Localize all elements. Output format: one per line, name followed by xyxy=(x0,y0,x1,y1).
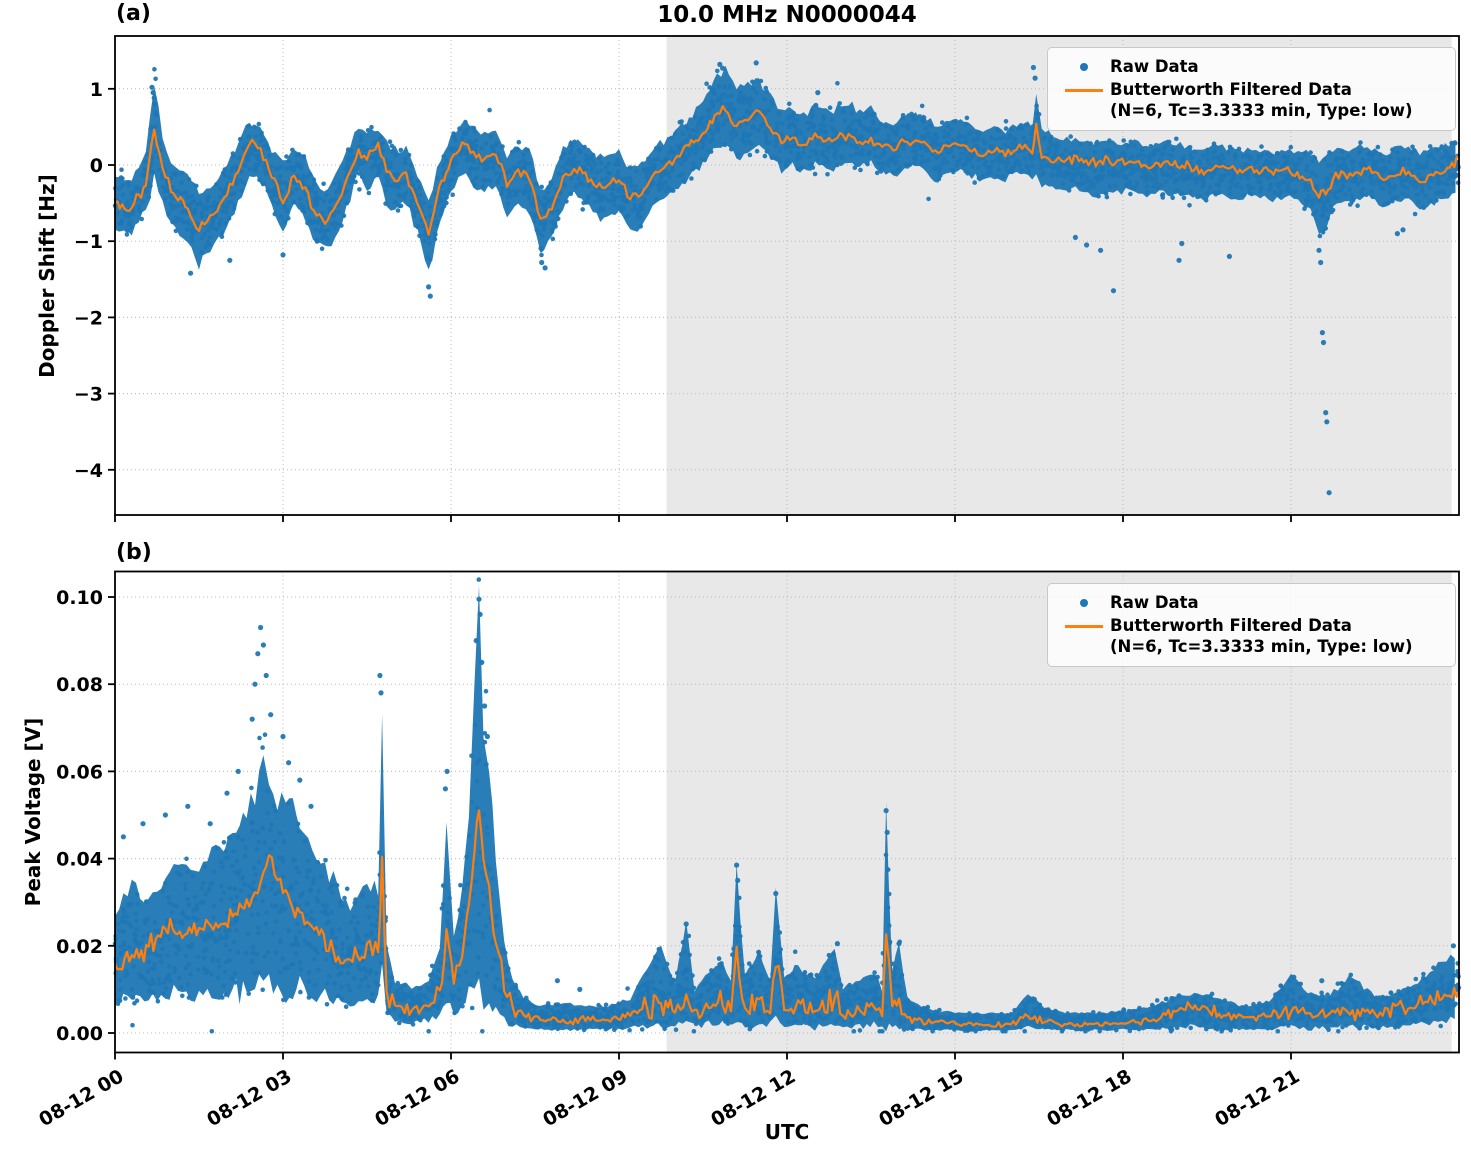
panel-b-label: (b) xyxy=(116,540,152,565)
legend-filtered-params: (N=6, Tc=3.3333 min, Type: low) xyxy=(1110,637,1413,656)
filtered-line-icon xyxy=(1058,615,1110,637)
raw-data-outliers xyxy=(149,60,1406,496)
tick-marks xyxy=(108,87,1292,522)
tick-marks xyxy=(108,596,1292,1060)
filtered-data-line xyxy=(114,104,1460,236)
y-tick-labels: 0.100.080.060.040.020.00 xyxy=(56,587,103,1045)
svg-text:−3: −3 xyxy=(74,384,103,406)
y-tick-labels: 1 0 −1 −2 −3 −4 xyxy=(74,79,103,482)
filtered-data-line xyxy=(113,809,1460,1029)
svg-text:−1: −1 xyxy=(74,231,103,253)
chart-title: 10.0 MHz N0000044 xyxy=(657,2,917,28)
legend-entry-raw: Raw Data xyxy=(1058,592,1445,614)
raw-data-outliers xyxy=(120,596,1456,999)
legend-panel-a: Raw Data Butterworth Filtered Data (N=6,… xyxy=(1047,47,1456,131)
legend-filtered-title: Butterworth Filtered Data xyxy=(1110,616,1352,635)
legend-entry-raw: Raw Data xyxy=(1058,56,1445,78)
svg-text:−2: −2 xyxy=(74,307,103,329)
legend-entry-filtered: Butterworth Filtered Data (N=6, Tc=3.333… xyxy=(1058,615,1445,657)
legend-raw-label: Raw Data xyxy=(1110,593,1199,612)
svg-text:1: 1 xyxy=(90,79,103,101)
y-axis-label-voltage: Peak Voltage [V] xyxy=(21,717,45,907)
legend-filtered-title: Butterworth Filtered Data xyxy=(1110,80,1352,99)
svg-text:0: 0 xyxy=(90,155,103,177)
raw-data-dot-icon xyxy=(1058,592,1110,614)
raw-data-dot-icon xyxy=(1058,56,1110,78)
legend-entry-filtered: Butterworth Filtered Data (N=6, Tc=3.333… xyxy=(1058,79,1445,121)
legend-filtered-label: Butterworth Filtered Data (N=6, Tc=3.333… xyxy=(1110,79,1413,121)
filtered-line-icon xyxy=(1058,79,1110,101)
raw-data-points xyxy=(112,67,1461,262)
legend-filtered-params: (N=6, Tc=3.3333 min, Type: low) xyxy=(1110,101,1413,120)
raw-data-band xyxy=(115,585,1455,1032)
svg-text:−4: −4 xyxy=(74,460,103,482)
x-axis-label: UTC xyxy=(764,1120,810,1144)
legend-raw-label: Raw Data xyxy=(1110,57,1199,76)
legend-panel-b: Raw Data Butterworth Filtered Data (N=6,… xyxy=(1047,583,1456,667)
panel-a-label: (a) xyxy=(116,1,151,26)
legend-filtered-label: Butterworth Filtered Data (N=6, Tc=3.333… xyxy=(1110,615,1413,657)
y-axis-label-doppler: Doppler Shift [Hz] xyxy=(35,174,59,378)
